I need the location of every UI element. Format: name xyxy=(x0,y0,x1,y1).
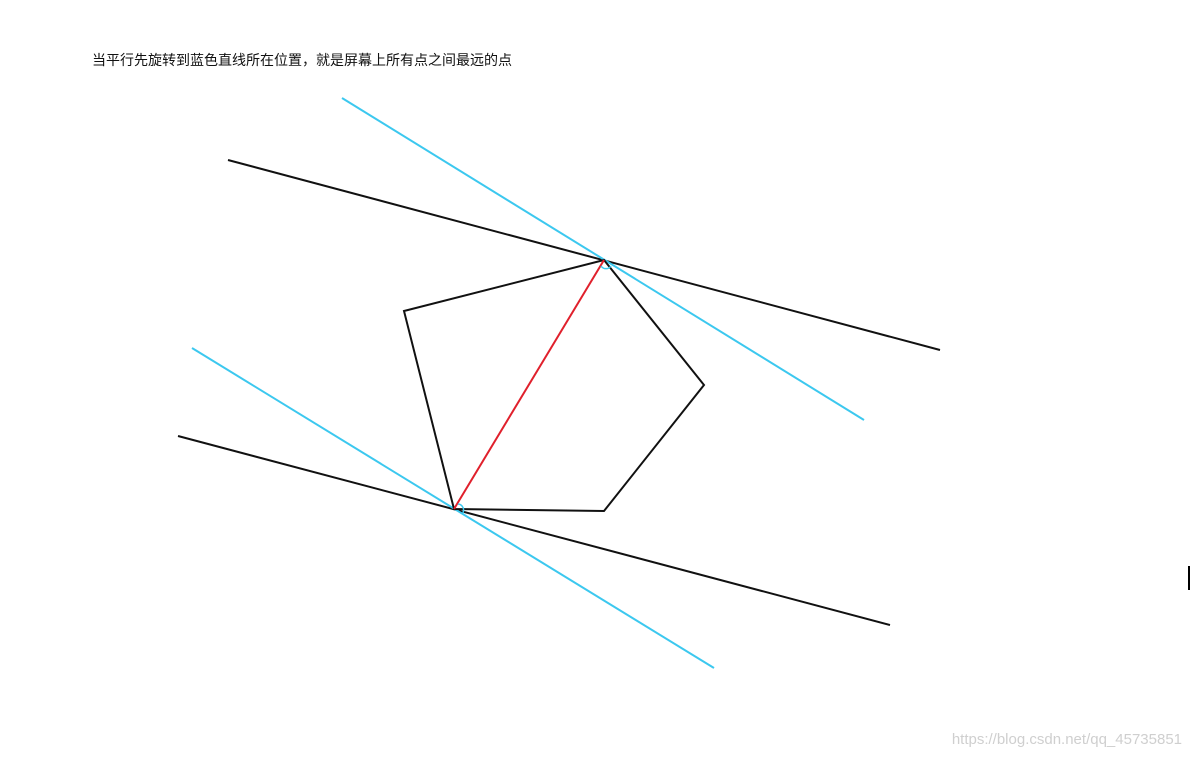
diameter-line xyxy=(453,259,605,510)
black-support-line-top xyxy=(227,159,941,351)
watermark-url: https://blog.csdn.net/qq_45735851 xyxy=(951,731,1182,748)
convex-polygon xyxy=(402,258,706,513)
black-support-line-bottom xyxy=(177,435,891,626)
angle-mark-bottom xyxy=(457,503,465,515)
text-cursor xyxy=(1188,566,1190,590)
diagram-caption: 当平行先旋转到蓝色直线所在位置，就是屏幕上所有点之间最远的点 xyxy=(92,53,512,69)
angle-mark-top xyxy=(600,265,612,270)
blue-support-line-top xyxy=(341,97,865,421)
